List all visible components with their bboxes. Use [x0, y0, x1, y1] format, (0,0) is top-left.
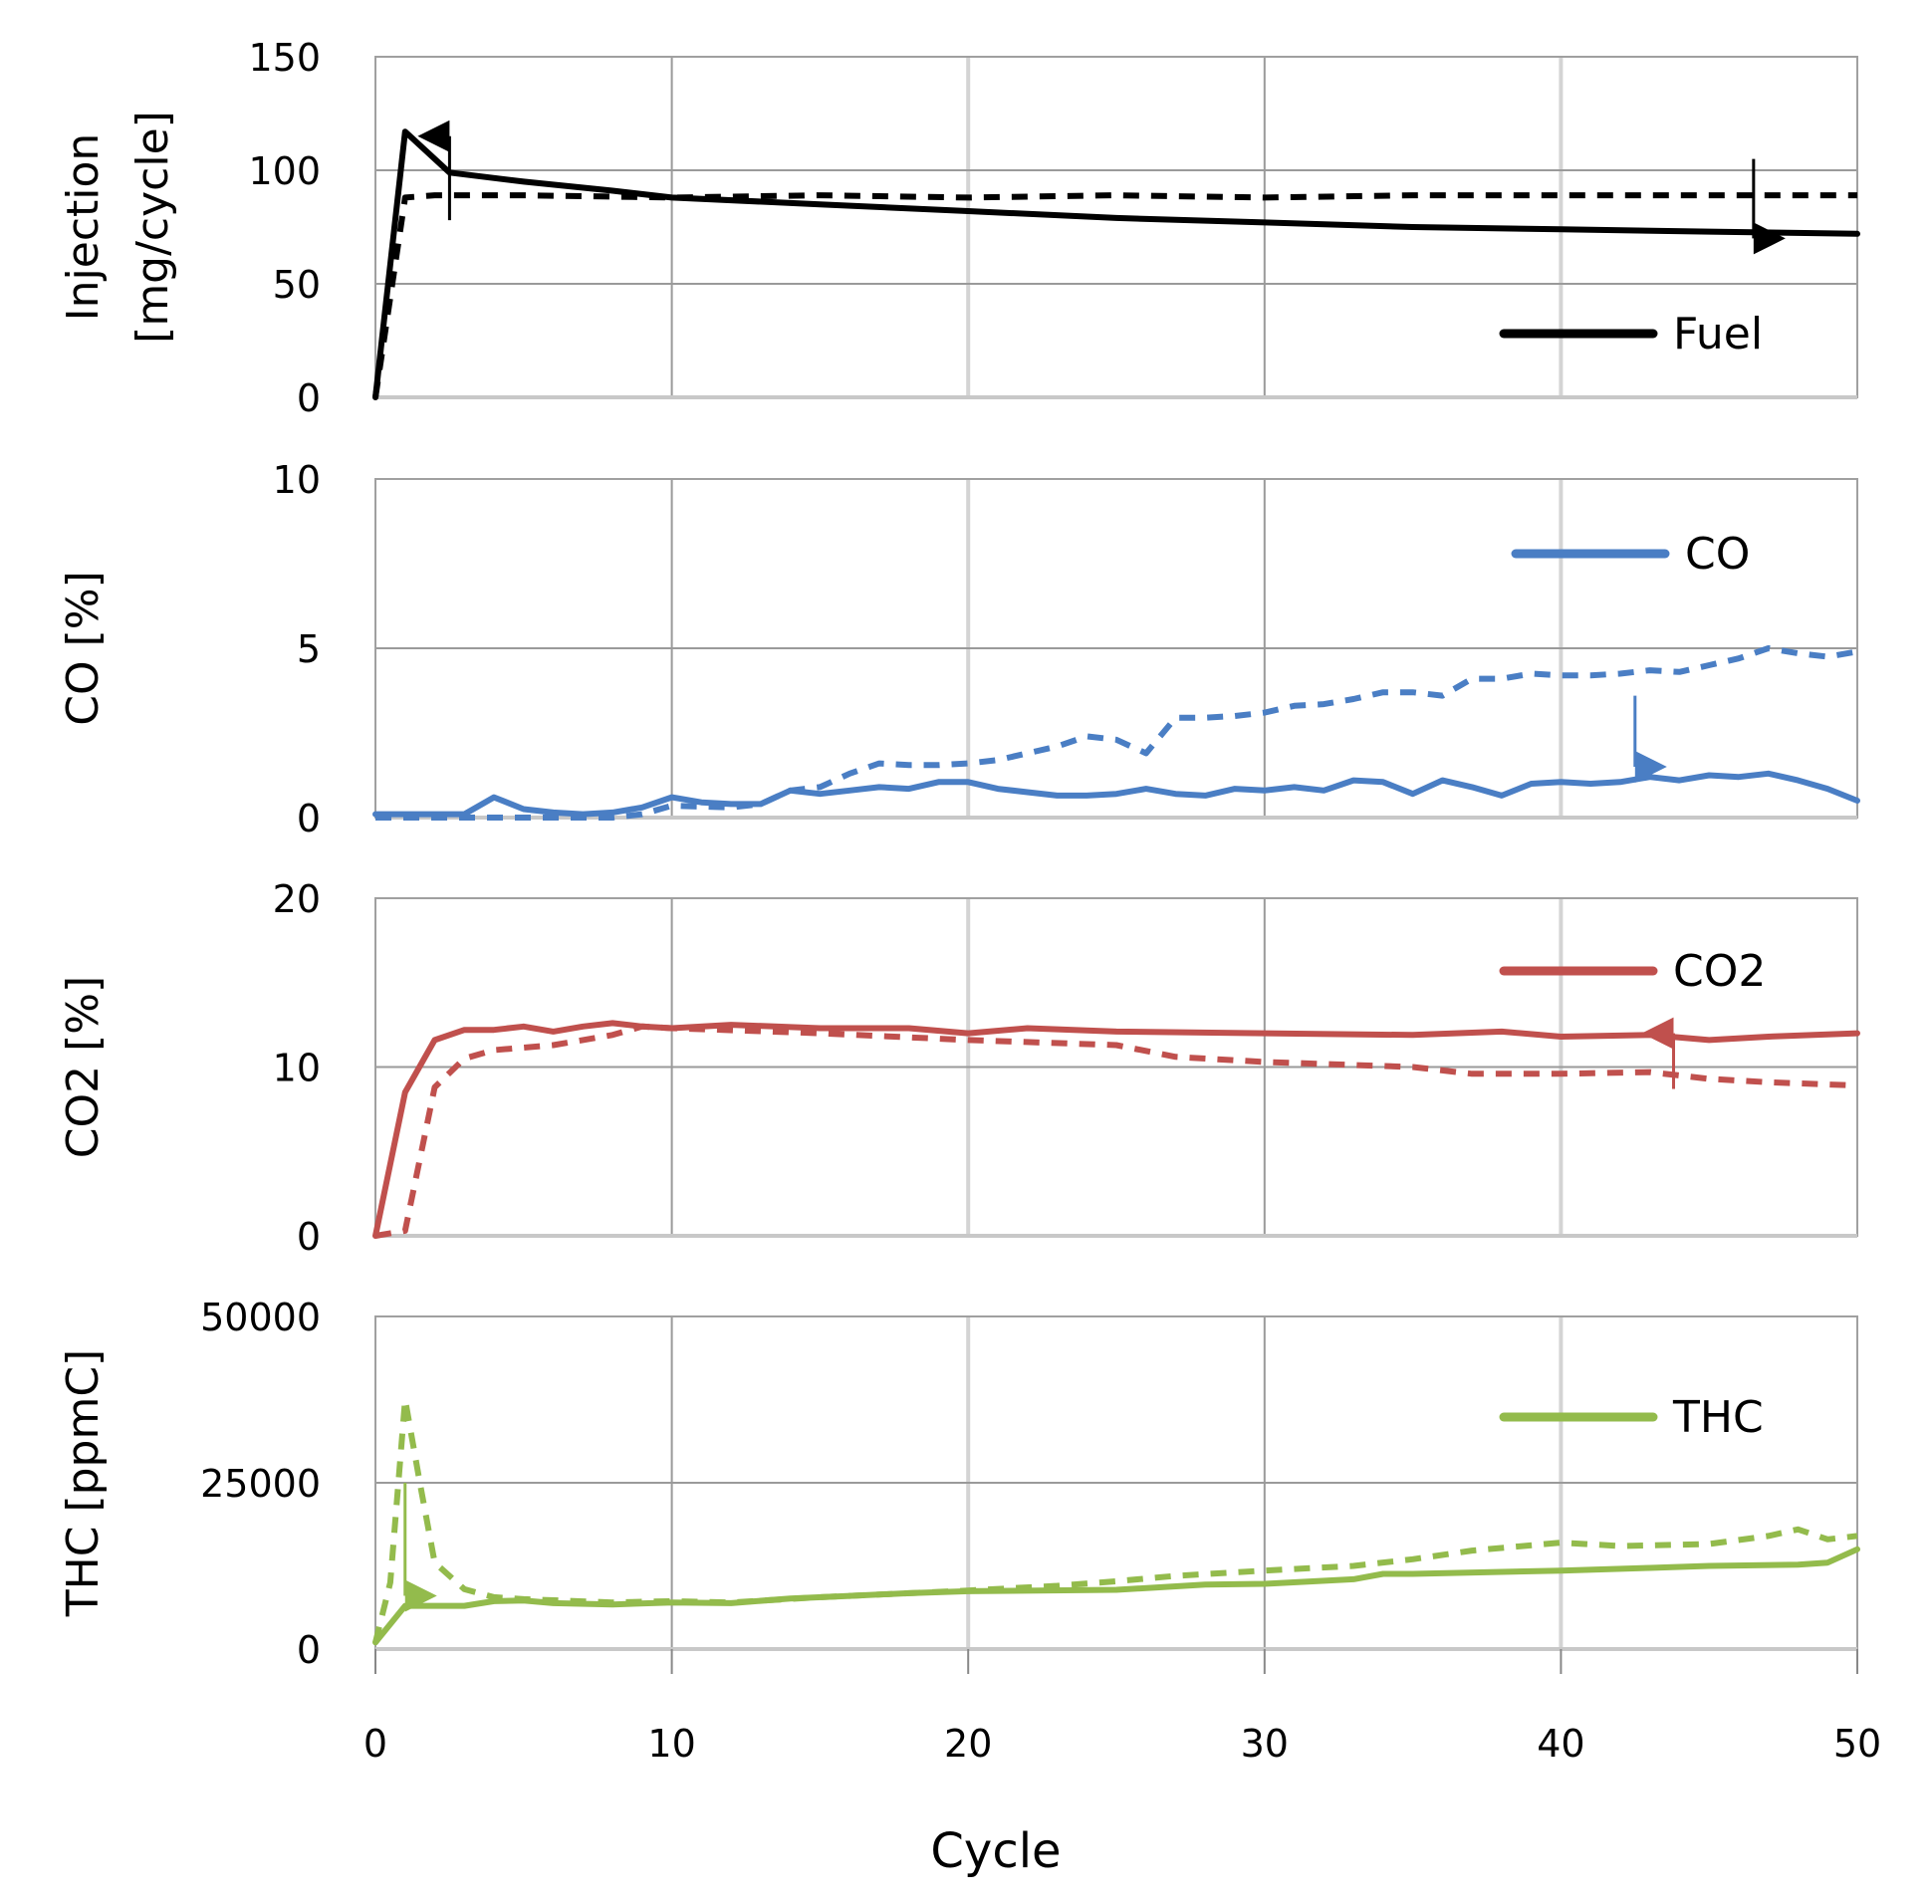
- x-tick-label: 0: [363, 1722, 387, 1766]
- y-axis-title: CO [%]: [58, 571, 109, 725]
- legend-label: CO: [1685, 529, 1750, 580]
- y-axis-title: Injection: [58, 133, 109, 322]
- legend-label: THC: [1672, 1392, 1764, 1443]
- series-line-solid: [372, 1020, 1860, 1239]
- y-axis-title: [mg/cycle]: [127, 111, 178, 344]
- panel-thc: 0 25000 50000 THC [ppmC] THC: [58, 1296, 1860, 1672]
- y-tick-label: 100: [248, 149, 321, 193]
- y-tick-label: 10: [273, 458, 321, 502]
- series-line-dashed: [372, 1396, 1858, 1644]
- x-tick-label: 10: [647, 1722, 695, 1766]
- y-tick-label: 0: [297, 376, 321, 420]
- series-line-dashed: [375, 645, 1858, 821]
- x-tick-label: 30: [1241, 1722, 1289, 1766]
- y-tick-label: 0: [297, 1215, 321, 1259]
- y-tick-label: 25000: [200, 1462, 321, 1506]
- series-line-solid: [372, 770, 1860, 818]
- plot-frame: [374, 56, 1858, 398]
- x-tick-label: 40: [1537, 1722, 1584, 1766]
- x-axis: 0 10 20 30 40 50: [363, 1649, 1881, 1766]
- series-line-dashed: [372, 192, 1857, 398]
- y-tick-label: 150: [248, 36, 321, 80]
- panel-co2: 0 10 20 CO2 [%] CO2: [58, 877, 1860, 1259]
- y-axis-title: THC [ppmC]: [58, 1349, 109, 1617]
- x-axis-title: Cycle: [930, 1823, 1061, 1879]
- y-axis-title: CO2 [%]: [58, 976, 109, 1158]
- legend-label: Fuel: [1673, 309, 1763, 359]
- x-tick-label: 20: [944, 1722, 992, 1766]
- y-tick-label: 0: [297, 797, 321, 840]
- panel-co: 0 5 10 CO [%] CO: [58, 458, 1860, 840]
- series-line-dashed: [374, 1023, 1858, 1239]
- y-tick-label: 20: [273, 877, 321, 921]
- y-tick-label: 10: [273, 1047, 321, 1090]
- y-tick-label: 50000: [200, 1296, 321, 1339]
- panel-injection: 0 50 100 150 Injection [mg/cycle] Fuel: [58, 36, 1860, 420]
- series-line-solid: [372, 1546, 1860, 1646]
- series-line-solid: [372, 128, 1860, 400]
- y-tick-label: 0: [297, 1628, 321, 1672]
- y-tick-label: 50: [273, 263, 321, 307]
- x-tick-label: 50: [1833, 1722, 1881, 1766]
- y-tick-label: 5: [297, 627, 321, 671]
- legend-label: CO2: [1673, 946, 1766, 997]
